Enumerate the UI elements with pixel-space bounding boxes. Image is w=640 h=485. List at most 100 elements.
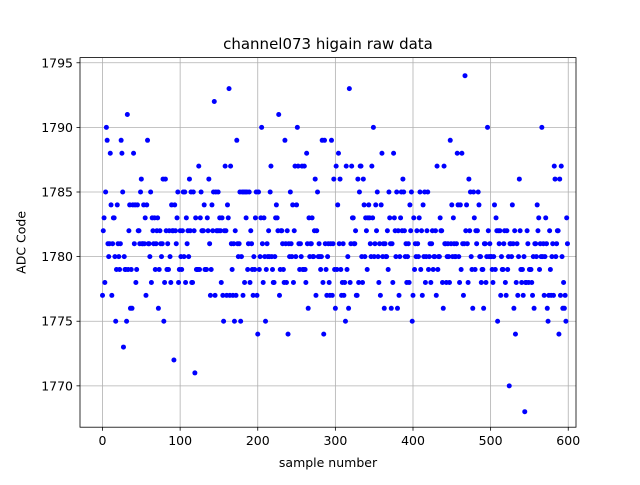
data-point <box>376 279 382 285</box>
data-point <box>501 241 507 247</box>
data-point <box>138 189 144 195</box>
data-point <box>120 344 126 350</box>
data-point <box>428 279 434 285</box>
data-point <box>172 202 178 208</box>
data-point <box>217 228 223 234</box>
data-point <box>116 254 122 260</box>
data-point <box>118 137 124 143</box>
data-point <box>148 189 154 195</box>
x-tick-label: 400 <box>401 433 425 448</box>
data-point <box>512 228 518 234</box>
data-point <box>141 241 147 247</box>
data-point <box>162 279 168 285</box>
data-point <box>252 215 258 221</box>
data-point <box>454 150 460 156</box>
data-point <box>175 189 181 195</box>
data-point <box>516 254 522 260</box>
data-point <box>263 267 269 273</box>
data-point <box>174 215 180 221</box>
x-axis-label: sample number <box>279 455 378 470</box>
data-point <box>430 267 436 273</box>
data-point <box>284 228 290 234</box>
data-point <box>210 228 216 234</box>
data-point <box>464 202 470 208</box>
data-point <box>121 254 127 260</box>
data-point <box>283 279 289 285</box>
data-point <box>186 176 192 182</box>
data-point <box>302 267 308 273</box>
data-point <box>381 305 387 311</box>
data-point <box>534 202 540 208</box>
data-point <box>358 163 364 169</box>
data-point <box>176 279 182 285</box>
data-point <box>331 176 337 182</box>
data-point <box>426 254 432 260</box>
data-point <box>311 254 317 260</box>
data-point <box>167 254 173 260</box>
data-point <box>512 331 518 337</box>
data-point <box>290 279 296 285</box>
data-point <box>219 215 225 221</box>
data-point <box>429 241 435 247</box>
data-point <box>143 292 149 298</box>
data-point <box>468 254 474 260</box>
data-point <box>544 241 550 247</box>
data-point <box>321 331 327 337</box>
data-point <box>520 292 526 298</box>
data-point <box>222 163 228 169</box>
data-point <box>401 228 407 234</box>
data-point <box>242 279 248 285</box>
data-point <box>346 86 352 92</box>
data-point <box>543 215 549 221</box>
data-point <box>360 279 366 285</box>
data-point <box>309 215 315 221</box>
data-point <box>496 241 502 247</box>
data-point <box>142 215 148 221</box>
data-point <box>389 241 395 247</box>
data-point <box>150 228 156 234</box>
data-point <box>432 254 438 260</box>
data-point <box>480 267 486 273</box>
x-tick-label: 0 <box>99 433 107 448</box>
data-point <box>346 305 352 311</box>
data-point <box>542 254 548 260</box>
data-point <box>221 318 227 324</box>
data-point <box>171 357 177 363</box>
data-point <box>556 331 562 337</box>
data-point <box>263 318 269 324</box>
data-point <box>457 202 463 208</box>
data-point <box>111 215 117 221</box>
data-point <box>400 176 406 182</box>
data-point <box>290 202 296 208</box>
data-point <box>336 241 342 247</box>
data-point <box>100 292 106 298</box>
data-point <box>259 124 265 130</box>
data-point <box>100 228 106 234</box>
data-point <box>138 176 144 182</box>
data-point <box>112 254 118 260</box>
data-point <box>377 241 383 247</box>
data-point <box>110 241 116 247</box>
data-point <box>197 267 203 273</box>
data-point <box>293 254 299 260</box>
data-point <box>464 241 470 247</box>
data-point <box>338 267 344 273</box>
data-point <box>379 150 385 156</box>
data-point <box>453 241 459 247</box>
data-point <box>250 292 256 298</box>
data-point <box>200 228 206 234</box>
data-point <box>471 215 477 221</box>
data-point <box>343 163 349 169</box>
data-point <box>408 189 414 195</box>
data-point <box>554 241 560 247</box>
data-point <box>103 189 109 195</box>
y-tick-label: 1795 <box>41 55 73 70</box>
data-point <box>388 305 394 311</box>
data-point <box>418 267 424 273</box>
data-point <box>521 254 527 260</box>
data-point <box>238 318 244 324</box>
data-point <box>371 254 377 260</box>
data-point <box>547 267 553 273</box>
data-point <box>394 189 400 195</box>
data-point <box>312 176 318 182</box>
